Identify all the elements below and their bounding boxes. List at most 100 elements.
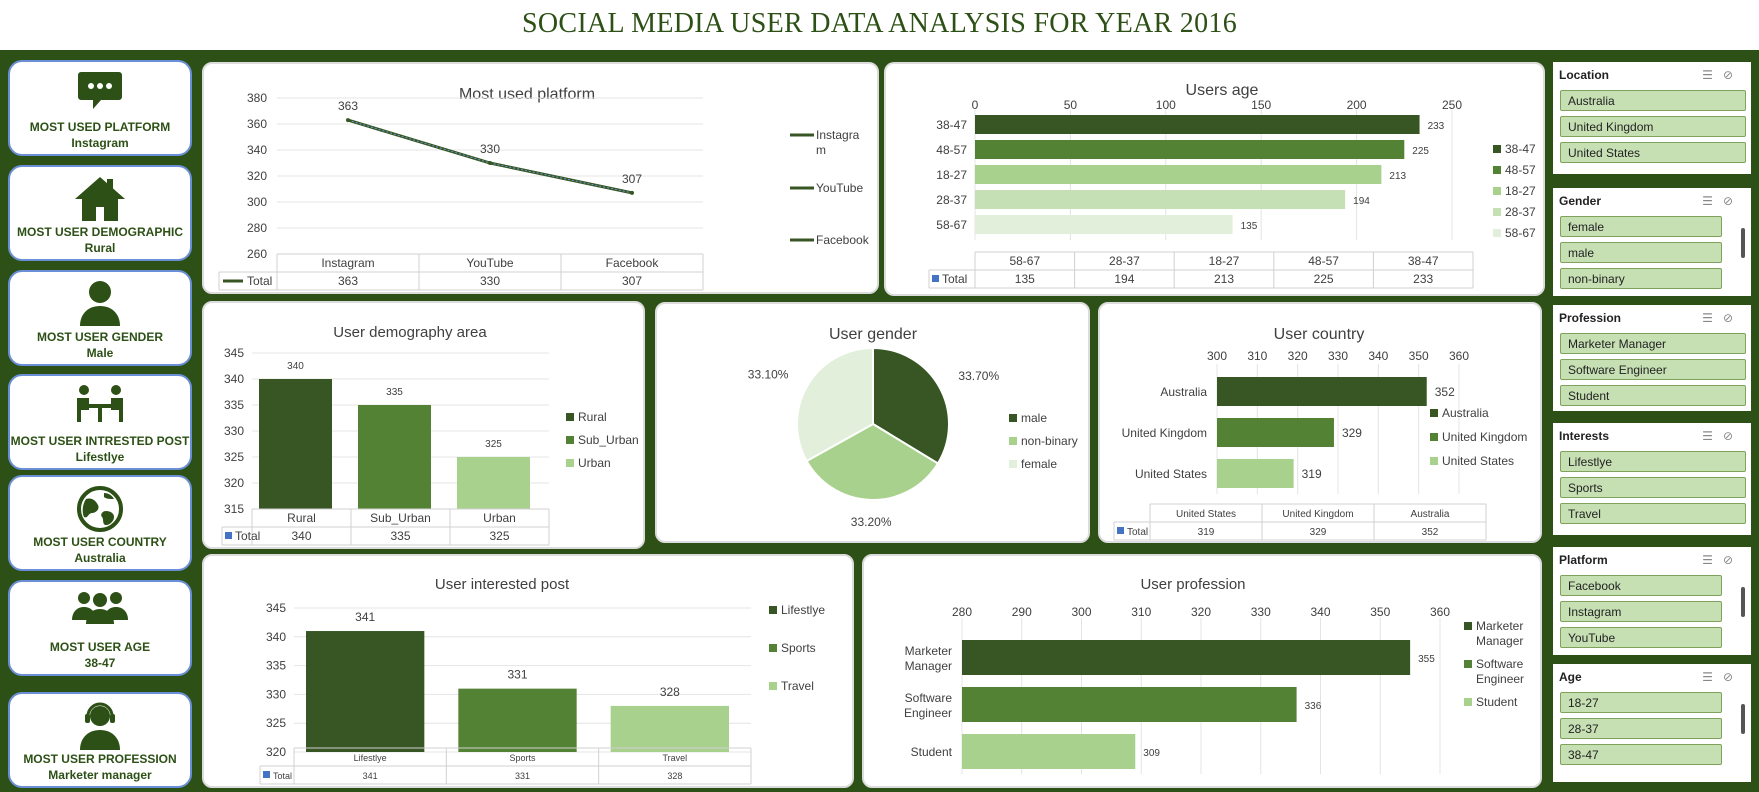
table-legend-key <box>263 771 270 778</box>
profession-chart-svg: User profession 280 290 300 310 320 330 340 350 3… <box>904 576 1524 774</box>
y-category-label: 48-57 <box>936 143 967 157</box>
x-tick-label: 290 <box>1012 605 1032 619</box>
slicer-item[interactable]: United Kingdom <box>1560 116 1746 137</box>
data-label: 331 <box>507 668 527 682</box>
slicer-tools: ☰⊘ <box>1702 553 1743 567</box>
slicer-item[interactable]: male <box>1560 242 1722 263</box>
globe-icon <box>10 485 190 533</box>
data-label: 135 <box>1241 221 1258 232</box>
slicer-item[interactable]: 38-47 <box>1560 744 1722 765</box>
multi-select-icon[interactable]: ☰ <box>1702 670 1723 684</box>
clear-filter-icon[interactable]: ⊘ <box>1722 194 1743 208</box>
x-tick-label: 250 <box>1442 98 1462 112</box>
x-tick-label: 320 <box>1288 349 1308 363</box>
kpi-value: Marketer manager <box>48 768 152 782</box>
kpi-card: MOST USER DEMOGRAPHIC Rural <box>8 165 192 261</box>
chart-title: Users age <box>1186 82 1259 99</box>
chart-title: User demography area <box>333 324 487 341</box>
y-tick-label: 335 <box>266 659 286 673</box>
multi-select-icon[interactable]: ☰ <box>1702 553 1723 567</box>
slicer-item[interactable]: Instagram <box>1560 601 1722 622</box>
slicer-item[interactable]: Student <box>1560 385 1746 406</box>
table-value: 135 <box>1015 272 1035 286</box>
slicer-scrollbar[interactable] <box>1741 587 1745 617</box>
legend-item-swatch <box>1430 433 1438 441</box>
legend-item-swatch <box>769 682 777 690</box>
legend-label: Instagra <box>816 128 860 142</box>
legend-item-label: United States <box>1442 454 1514 468</box>
legend-item-swatch <box>1430 457 1438 465</box>
interest-chart-svg: User interested post 320 325 330 335 340 345 34… <box>259 576 825 785</box>
slicer-item[interactable]: Marketer Manager <box>1560 333 1746 354</box>
slicer-item[interactable]: female <box>1560 216 1722 237</box>
kpi-title: MOST USED PLATFORM <box>29 120 171 134</box>
multi-select-icon[interactable]: ☰ <box>1702 311 1723 325</box>
legend-item-label: female <box>1021 457 1057 471</box>
slicer-item[interactable]: Lifestlye <box>1560 451 1746 472</box>
country-chart-svg: User country 300 310 320 330 340 350 360 Austral… <box>1113 326 1527 541</box>
data-label: 33.70% <box>958 369 999 383</box>
multi-select-icon[interactable]: ☰ <box>1702 68 1723 82</box>
kpi-card: MOST USER INTRESTED POST Lifestlye <box>8 374 192 470</box>
table-value: 213 <box>1214 272 1234 286</box>
interest-chart: User interested post 320 325 330 335 340 345 34… <box>202 554 854 788</box>
slicer-item[interactable]: Travel <box>1560 503 1746 524</box>
multi-select-icon[interactable]: ☰ <box>1702 194 1723 208</box>
bar <box>975 165 1382 184</box>
legend-label: Marketer <box>1476 619 1523 633</box>
table-value: 331 <box>515 771 530 781</box>
person-icon <box>10 280 190 326</box>
clear-filter-icon[interactable]: ⊘ <box>1722 68 1743 82</box>
data-label: 194 <box>1353 196 1370 207</box>
slicer-scrollbar[interactable] <box>1741 228 1745 258</box>
table-label: Total <box>247 274 272 288</box>
slicer-item[interactable]: Facebook <box>1560 575 1722 596</box>
legend-label: m <box>816 143 826 157</box>
y-tick-label: 330 <box>224 424 244 438</box>
data-label: 309 <box>1143 748 1160 759</box>
slicer-item[interactable]: United States <box>1560 142 1746 163</box>
table-value: 330 <box>480 274 500 288</box>
slicer-location: Location ☰⊘ Australia United Kingdom United … <box>1553 62 1751 174</box>
slicer-item[interactable]: YouTube <box>1560 627 1722 648</box>
table-value: 329 <box>1310 527 1327 538</box>
data-label: 363 <box>338 99 358 113</box>
multi-select-icon[interactable]: ☰ <box>1702 429 1723 443</box>
legend-item-label: non-binary <box>1021 434 1078 448</box>
bar <box>457 457 530 509</box>
slicer-item[interactable]: 28-37 <box>1560 718 1722 739</box>
y-category-label: 18-27 <box>936 168 967 182</box>
legend-item-swatch <box>1493 145 1501 153</box>
clear-filter-icon[interactable]: ⊘ <box>1722 670 1743 684</box>
table-category: 18-27 <box>1209 254 1240 268</box>
slicer-gender: Gender ☰⊘ female male non-binary <box>1553 188 1751 296</box>
data-label: 352 <box>1435 385 1455 399</box>
y-tick-label: 325 <box>266 716 286 730</box>
clear-filter-icon[interactable]: ⊘ <box>1722 553 1743 567</box>
data-label: 330 <box>480 142 500 156</box>
data-label: 225 <box>1412 146 1429 157</box>
bar <box>962 640 1411 675</box>
kpi-value: Instagram <box>71 136 129 150</box>
table-value: 328 <box>667 771 682 781</box>
table-category: United States <box>1176 509 1236 520</box>
legend-swatch <box>1464 622 1472 630</box>
legend-item-label: 58-67 <box>1505 226 1536 240</box>
slicer-item[interactable]: Software Engineer <box>1560 359 1746 380</box>
clear-filter-icon[interactable]: ⊘ <box>1722 429 1743 443</box>
legend-swatch <box>1464 698 1472 706</box>
slicer-platform: Platform ☰⊘ Facebook Instagram YouTube <box>1553 547 1751 655</box>
slicer-item[interactable]: 18-27 <box>1560 692 1722 713</box>
clear-filter-icon[interactable]: ⊘ <box>1722 311 1743 325</box>
slicer-item[interactable]: Sports <box>1560 477 1746 498</box>
slicer-item[interactable]: Australia <box>1560 90 1746 111</box>
x-tick-label: 330 <box>1328 349 1348 363</box>
y-tick-label: 345 <box>266 601 286 615</box>
table-value: 341 <box>363 771 378 781</box>
kpi-value: Australia <box>74 551 126 565</box>
legend-item-label: Rural <box>578 410 607 424</box>
slicer-scrollbar[interactable] <box>1741 704 1745 734</box>
table-category: 58-67 <box>1009 254 1040 268</box>
slicer-item[interactable]: non-binary <box>1560 268 1722 289</box>
legend-item-swatch <box>1009 460 1017 468</box>
